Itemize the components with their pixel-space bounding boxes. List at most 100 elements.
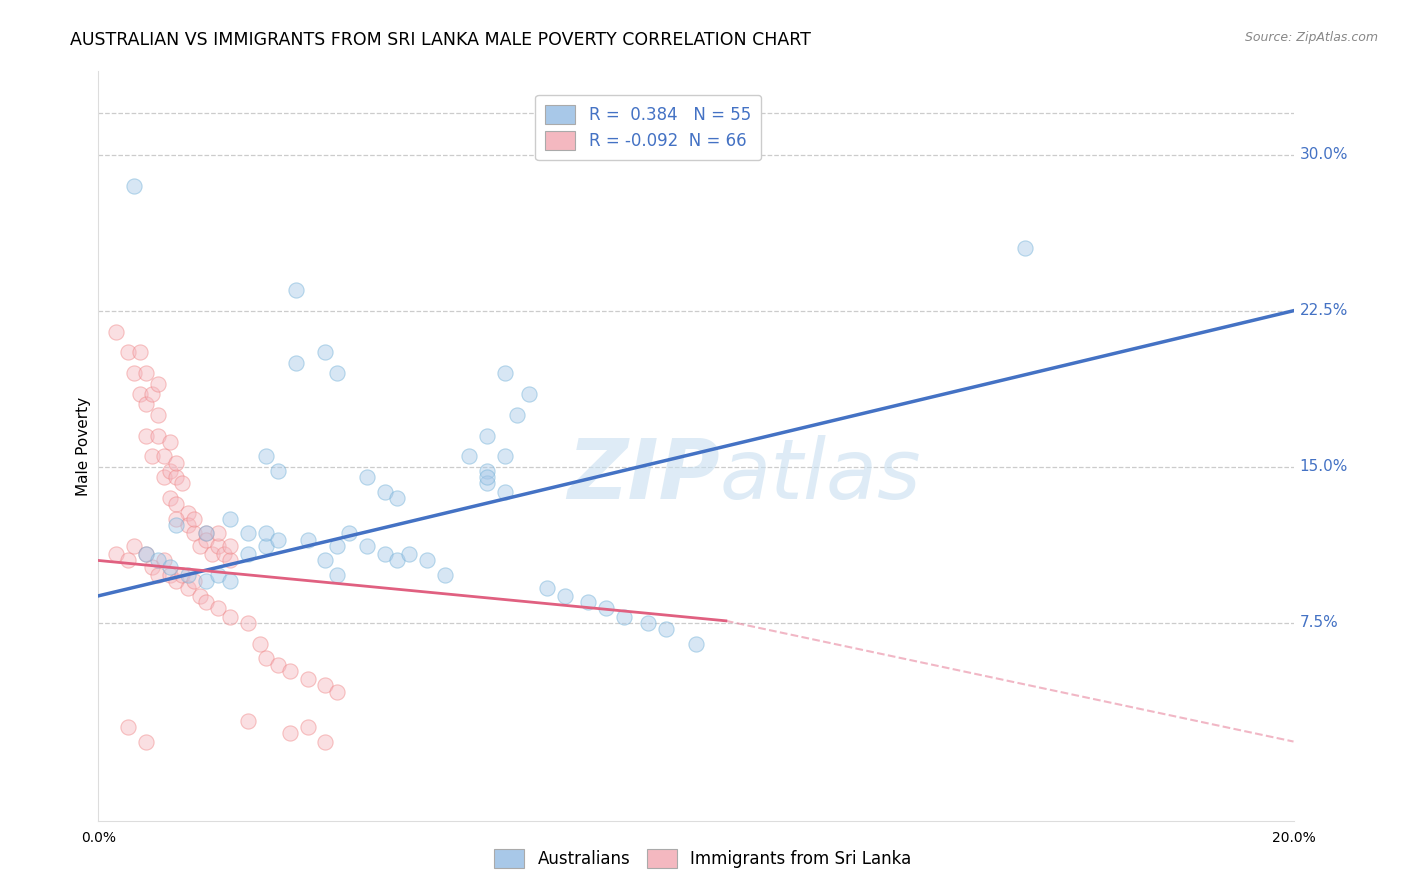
Point [374, 547, 396, 561]
Point [475, 476, 498, 491]
Point [385, 491, 409, 505]
Point [195, 574, 218, 589]
Point [284, 283, 307, 297]
Point [165, 512, 187, 526]
Point [159, 464, 181, 478]
Point [135, 547, 157, 561]
Text: atlas: atlas [720, 435, 921, 516]
Y-axis label: Male Poverty: Male Poverty [76, 396, 91, 496]
Point [135, 734, 157, 748]
Point [195, 595, 218, 609]
Point [177, 518, 200, 533]
Point [595, 601, 617, 615]
Point [201, 547, 224, 561]
Point [267, 533, 290, 547]
Point [129, 345, 152, 359]
Point [267, 464, 290, 478]
Point [148, 553, 170, 567]
Point [254, 526, 277, 541]
Point [475, 464, 498, 478]
Point [356, 470, 378, 484]
Point [212, 547, 235, 561]
Point [165, 497, 187, 511]
Point [416, 553, 439, 567]
Text: AUSTRALIAN VS IMMIGRANTS FROM SRI LANKA MALE POVERTY CORRELATION CHART: AUSTRALIAN VS IMMIGRANTS FROM SRI LANKA … [70, 31, 811, 49]
Point [236, 547, 259, 561]
Point [297, 720, 319, 734]
Point [135, 366, 157, 380]
Point [183, 512, 205, 526]
Text: 0.0%: 0.0% [82, 831, 115, 845]
Point [183, 526, 205, 541]
Point [326, 539, 349, 553]
Point [159, 491, 181, 505]
Point [475, 428, 498, 442]
Point [159, 434, 181, 449]
Point [183, 574, 205, 589]
Point [148, 568, 170, 582]
Point [315, 678, 337, 692]
Point [517, 387, 540, 401]
Point [254, 450, 277, 464]
Point [637, 615, 659, 630]
Point [339, 526, 361, 541]
Point [165, 456, 187, 470]
Point [153, 470, 176, 484]
Point [315, 553, 337, 567]
Point [475, 470, 498, 484]
Point [326, 366, 349, 380]
Point [117, 553, 139, 567]
Point [278, 726, 301, 740]
Point [117, 345, 139, 359]
Point [385, 553, 409, 567]
Point [148, 376, 170, 391]
Point [254, 651, 277, 665]
Point [458, 450, 481, 464]
Point [207, 526, 229, 541]
Point [284, 356, 307, 370]
Point [165, 518, 187, 533]
Point [195, 526, 218, 541]
Text: 15.0%: 15.0% [1299, 459, 1348, 475]
Point [165, 574, 187, 589]
Point [655, 622, 678, 636]
Point [148, 428, 170, 442]
Point [165, 470, 187, 484]
Point [129, 387, 152, 401]
Point [315, 734, 337, 748]
Point [326, 684, 349, 698]
Point [494, 366, 516, 380]
Point [141, 450, 163, 464]
Point [219, 512, 242, 526]
Point [398, 547, 420, 561]
Text: 7.5%: 7.5% [1299, 615, 1339, 631]
Point [159, 568, 181, 582]
Point [297, 672, 319, 686]
Point [685, 637, 707, 651]
Point [494, 450, 516, 464]
Point [177, 581, 200, 595]
Point [195, 533, 218, 547]
Point [278, 664, 301, 678]
Text: Source: ZipAtlas.com: Source: ZipAtlas.com [1244, 31, 1378, 45]
Point [219, 574, 242, 589]
Point [434, 568, 457, 582]
Point [105, 547, 128, 561]
Point [219, 609, 242, 624]
Point [267, 657, 290, 672]
Point [153, 450, 176, 464]
Point [219, 539, 242, 553]
Point [117, 720, 139, 734]
Point [172, 568, 194, 582]
Point [236, 526, 259, 541]
Point [135, 547, 157, 561]
Point [124, 178, 146, 193]
Point [135, 397, 157, 411]
Point [188, 539, 211, 553]
Legend: Australians, Immigrants from Sri Lanka: Australians, Immigrants from Sri Lanka [488, 842, 918, 875]
Point [297, 533, 319, 547]
Point [207, 568, 229, 582]
Point [1014, 241, 1036, 255]
Point [141, 387, 163, 401]
Point [219, 553, 242, 567]
